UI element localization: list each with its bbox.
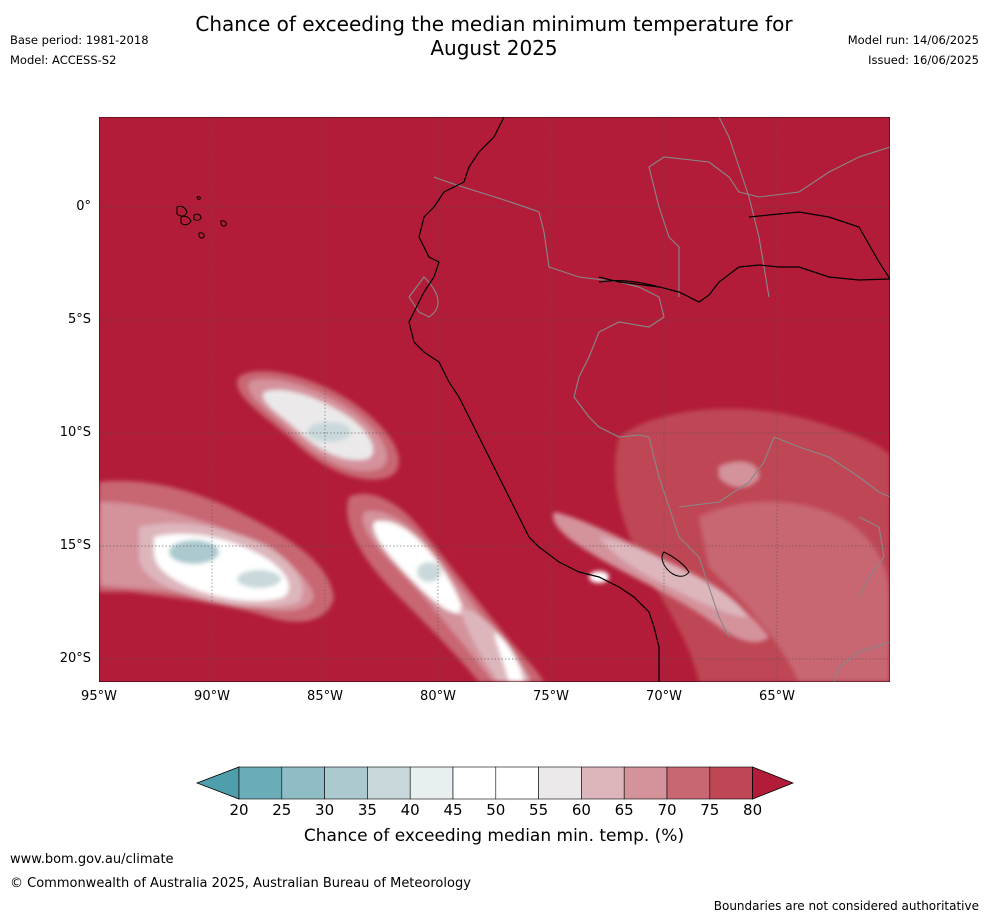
base-period: Base period: 1981-2018 [10, 33, 149, 47]
colorbar-extend-high [752, 766, 794, 800]
lon-label-70w: 70°W [646, 689, 682, 704]
anomaly-offshore-north [237, 371, 399, 480]
lon-label-95w: 95°W [81, 689, 117, 704]
colorbar [196, 766, 794, 800]
coastlines [408, 117, 890, 682]
lon-label-65w: 65°W [759, 689, 795, 704]
issued-date: Issued: 16/06/2025 [868, 53, 979, 67]
title-line-2: August 2025 [430, 36, 558, 60]
colorbar-segment [538, 766, 582, 800]
lake-titicaca [661, 551, 690, 577]
anomaly-offshore-west [99, 480, 334, 622]
colorbar-segment [709, 766, 753, 800]
footer-url[interactable]: www.bom.gov.au/climate [10, 852, 174, 867]
lon-label-75w: 75°W [533, 689, 569, 704]
colorbar-tick-label: 70 [657, 801, 677, 819]
colorbar-segment [281, 766, 325, 800]
colorbar-tick-label: 55 [529, 801, 549, 819]
colorbar-segment [495, 766, 539, 800]
title-line-1: Chance of exceeding the median minimum t… [195, 12, 793, 36]
meta-right: Model run: 14/06/2025 Issued: 16/06/2025 [848, 30, 979, 70]
lon-label-85w: 85°W [307, 689, 343, 704]
colorbar-tick-label: 20 [229, 801, 249, 819]
colorbar-tick-label: 50 [486, 801, 506, 819]
model-name: Model: ACCESS-S2 [10, 53, 117, 67]
colorbar-segment [581, 766, 625, 800]
colorbar-label: Chance of exceeding median min. temp. (%… [303, 826, 685, 846]
colorbar-segment [666, 766, 711, 800]
map-plot[interactable] [99, 117, 890, 682]
meta-left: Base period: 1981-2018 Model: ACCESS-S2 [10, 30, 149, 70]
lat-label-15s: 15°S [59, 538, 91, 553]
copyright-text: © Commonwealth of Australia 2025, Austra… [10, 876, 471, 891]
colorbar-segment [324, 766, 368, 800]
colorbar-segments [196, 766, 794, 800]
colorbar-segment [623, 766, 668, 800]
lat-label-20s: 20°S [59, 651, 91, 666]
colorbar-tick-label: 65 [614, 801, 634, 819]
lon-label-90w: 90°W [194, 689, 230, 704]
colorbar-segment [452, 766, 497, 800]
galapagos-islands [176, 196, 227, 239]
colorbar-tick-label: 45 [443, 801, 463, 819]
lon-label-80w: 80°W [420, 689, 456, 704]
colorbar-segment [409, 766, 454, 800]
colorbar-extend-low [196, 766, 240, 800]
lat-label-5s: 5°S [67, 312, 91, 327]
colorbar-tick-label: 35 [357, 801, 377, 819]
colorbar-tick-label: 30 [315, 801, 335, 819]
lat-label-0: 0° [76, 199, 91, 214]
model-run: Model run: 14/06/2025 [847, 33, 979, 47]
boundaries-disclaimer: Boundaries are not considered authoritat… [713, 899, 979, 913]
colorbar-tick-label: 40 [400, 801, 420, 819]
lat-label-10s: 10°S [59, 425, 91, 440]
colorbar-tick-label: 80 [743, 801, 763, 819]
colorbar-tick-label: 25 [272, 801, 292, 819]
anomaly-offshore-central [347, 493, 544, 682]
anomaly-southeast-land [615, 408, 890, 682]
colorbar-tick-label: 75 [700, 801, 720, 819]
colorbar-segment [367, 766, 411, 800]
colorbar-tick-label: 60 [571, 801, 591, 819]
map-title: Chance of exceeding the median minimum t… [0, 12, 988, 60]
colorbar-segment [238, 766, 283, 800]
gridlines [99, 117, 890, 682]
